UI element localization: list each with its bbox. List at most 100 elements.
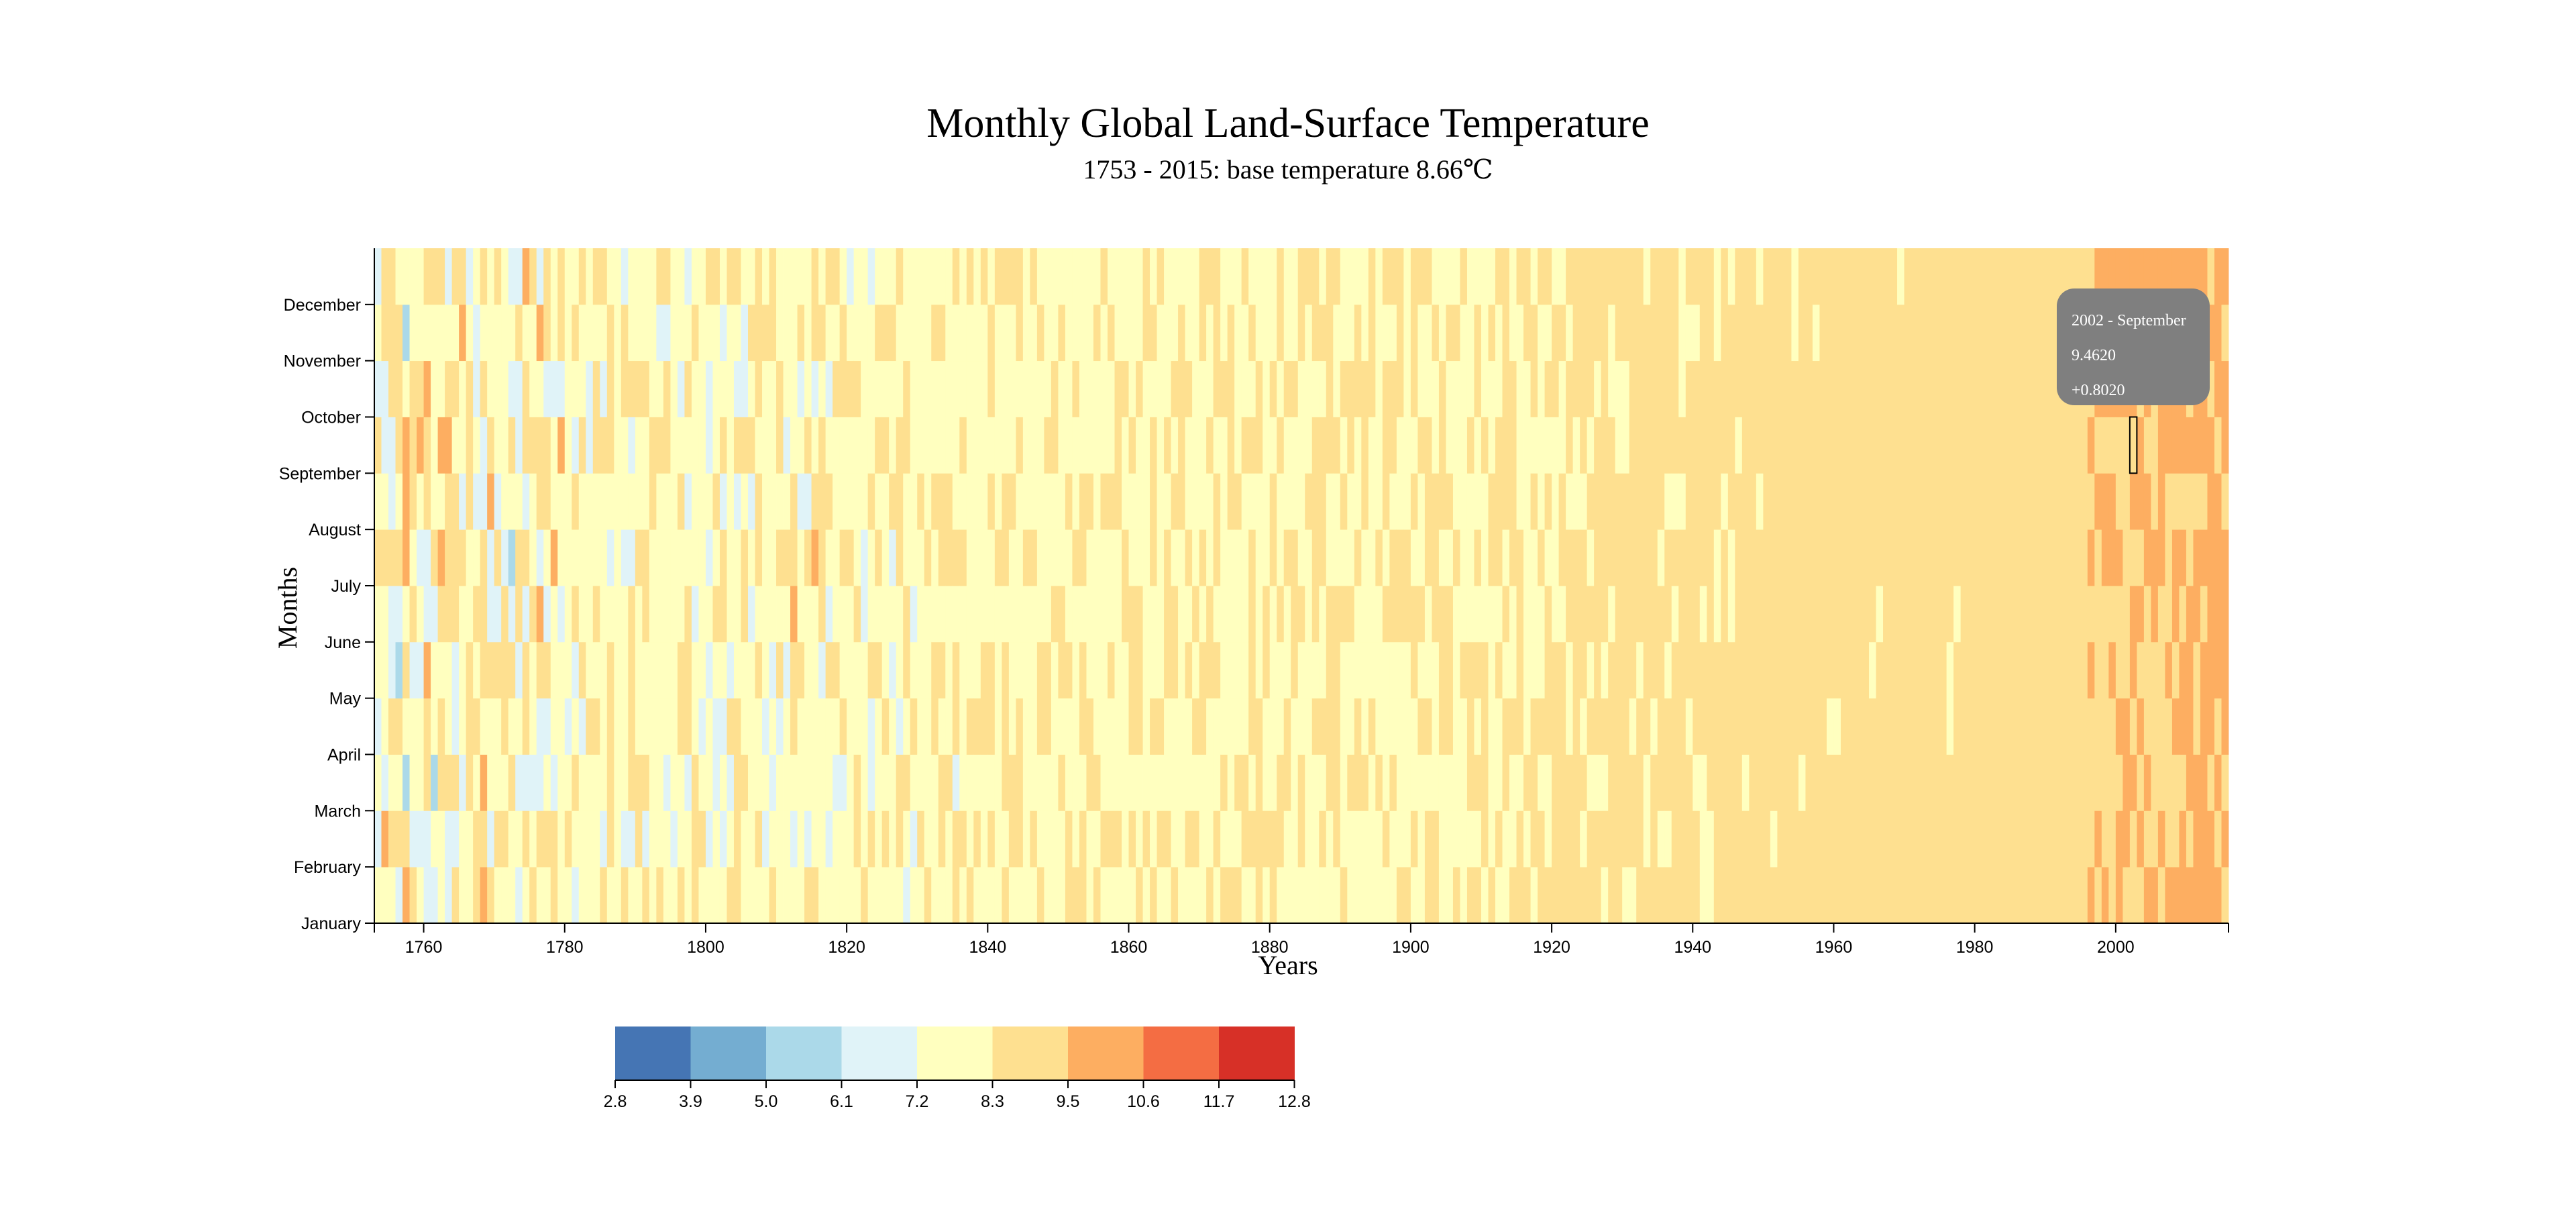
heatmap-cell[interactable] [2129, 754, 2137, 811]
heatmap-cell[interactable] [642, 304, 650, 362]
heatmap-cell[interactable] [670, 473, 678, 530]
heatmap-cell[interactable] [480, 698, 488, 755]
heatmap-cell[interactable] [2017, 529, 2025, 586]
heatmap-cell[interactable] [1361, 698, 1369, 755]
heatmap-cell[interactable] [543, 360, 551, 417]
heatmap-cell[interactable] [451, 754, 460, 811]
heatmap-cell[interactable] [1368, 417, 1376, 474]
heatmap-cell[interactable] [1417, 641, 1426, 699]
heatmap-cell[interactable] [1361, 417, 1369, 474]
heatmap-cell[interactable] [1438, 529, 1446, 586]
heatmap-cell[interactable] [783, 248, 791, 305]
heatmap-cell[interactable] [1869, 248, 1876, 305]
heatmap-cell[interactable] [938, 698, 946, 755]
heatmap-cell[interactable] [1982, 641, 1990, 699]
heatmap-cell[interactable] [1403, 641, 1411, 699]
heatmap-cell[interactable] [1396, 867, 1404, 924]
heatmap-cell[interactable] [2157, 867, 2165, 924]
heatmap-cell[interactable] [1446, 473, 1454, 530]
heatmap-cell[interactable] [494, 810, 502, 867]
heatmap-cell[interactable] [1735, 473, 1743, 530]
heatmap-cell[interactable] [437, 641, 445, 699]
heatmap-cell[interactable] [508, 360, 516, 417]
heatmap-cell[interactable] [987, 810, 996, 867]
heatmap-cell[interactable] [994, 248, 1002, 305]
heatmap-cell[interactable] [1199, 417, 1207, 474]
heatmap-cell[interactable] [1036, 867, 1044, 924]
heatmap-cell[interactable] [2002, 248, 2010, 305]
heatmap-cell[interactable] [1516, 586, 1524, 643]
heatmap-cell[interactable] [1678, 810, 1686, 867]
heatmap-cell[interactable] [628, 360, 636, 417]
heatmap-cell[interactable] [431, 417, 438, 474]
heatmap-cell[interactable] [466, 810, 474, 867]
heatmap-cell[interactable] [508, 586, 516, 643]
heatmap-cell[interactable] [1030, 586, 1038, 643]
heatmap-cell[interactable] [1150, 417, 1157, 474]
heatmap-cell[interactable] [755, 417, 763, 474]
heatmap-cell[interactable] [1798, 754, 1806, 811]
heatmap-cell[interactable] [1601, 417, 1609, 474]
heatmap-cell[interactable] [2179, 698, 2187, 755]
heatmap-cell[interactable] [910, 417, 918, 474]
heatmap-cell[interactable] [1107, 304, 1115, 362]
heatmap-cell[interactable] [1227, 586, 1235, 643]
heatmap-cell[interactable] [1220, 586, 1228, 643]
heatmap-cell[interactable] [2087, 698, 2095, 755]
heatmap-cell[interactable] [1855, 417, 1862, 474]
heatmap-cell[interactable] [1953, 248, 1962, 305]
heatmap-cell[interactable] [1544, 248, 1552, 305]
heatmap-cell[interactable] [1721, 529, 1729, 586]
heatmap-cell[interactable] [1263, 867, 1271, 924]
heatmap-cell[interactable] [487, 586, 495, 643]
heatmap-cell[interactable] [1721, 417, 1729, 474]
heatmap-cell[interactable] [1311, 867, 1320, 924]
heatmap-cell[interactable] [1982, 810, 1990, 867]
heatmap-cell[interactable] [1016, 867, 1024, 924]
heatmap-cell[interactable] [833, 641, 841, 699]
heatmap-cell[interactable] [861, 417, 869, 474]
heatmap-cell[interactable] [1516, 754, 1524, 811]
heatmap-cell[interactable] [1763, 473, 1771, 530]
heatmap-cell[interactable] [1283, 248, 1291, 305]
heatmap-cell[interactable] [1495, 641, 1503, 699]
heatmap-cell[interactable] [1890, 698, 1898, 755]
heatmap-cell[interactable] [1798, 248, 1806, 305]
heatmap-cell[interactable] [2115, 586, 2123, 643]
heatmap-cell[interactable] [1375, 248, 1383, 305]
heatmap-cell[interactable] [741, 473, 749, 530]
heatmap-cell[interactable] [1178, 586, 1185, 643]
heatmap-cell[interactable] [1269, 473, 1277, 530]
heatmap-cell[interactable] [917, 754, 925, 811]
heatmap-cell[interactable] [2214, 304, 2222, 362]
heatmap-cell[interactable] [395, 473, 403, 530]
heatmap-cell[interactable] [1819, 529, 1827, 586]
heatmap-cell[interactable] [2059, 867, 2067, 924]
heatmap-cell[interactable] [1417, 473, 1426, 530]
heatmap-cell[interactable] [2101, 754, 2109, 811]
heatmap-cell[interactable] [1798, 810, 1806, 867]
heatmap-cell[interactable] [1791, 304, 1799, 362]
heatmap-cell[interactable] [1389, 867, 1397, 924]
heatmap-cell[interactable] [966, 641, 974, 699]
heatmap-cell[interactable] [423, 304, 431, 362]
heatmap-cell[interactable] [2002, 641, 2010, 699]
heatmap-cell[interactable] [1361, 248, 1369, 305]
heatmap-cell[interactable] [833, 586, 841, 643]
heatmap-cell[interactable] [2157, 417, 2165, 474]
heatmap-cell[interactable] [1375, 586, 1383, 643]
heatmap-cell[interactable] [1192, 248, 1200, 305]
heatmap-cell[interactable] [1523, 867, 1531, 924]
heatmap-cell[interactable] [1763, 304, 1771, 362]
heatmap-cell[interactable] [1974, 417, 1982, 474]
heatmap-cell[interactable] [2038, 810, 2046, 867]
heatmap-cell[interactable] [642, 641, 650, 699]
heatmap-cell[interactable] [1939, 867, 1947, 924]
heatmap-cell[interactable] [501, 360, 509, 417]
heatmap-cell[interactable] [1974, 810, 1982, 867]
heatmap-cell[interactable] [2038, 473, 2046, 530]
heatmap-cell[interactable] [586, 810, 594, 867]
heatmap-cell[interactable] [952, 810, 960, 867]
heatmap-cell[interactable] [1417, 698, 1426, 755]
heatmap-cell[interactable] [881, 641, 890, 699]
